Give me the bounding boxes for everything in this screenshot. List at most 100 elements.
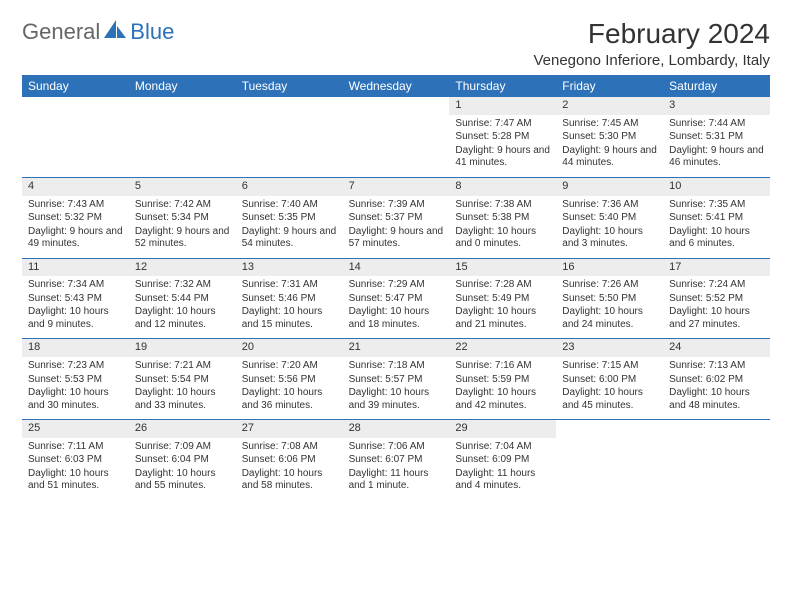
day-info: Sunrise: 7:29 AMSunset: 5:47 PMDaylight:… xyxy=(343,276,450,338)
daylight-text: Daylight: 10 hours and 30 minutes. xyxy=(28,387,123,412)
calendar-week: 11Sunrise: 7:34 AMSunset: 5:43 PMDayligh… xyxy=(22,259,770,340)
calendar-day-cell: 15Sunrise: 7:28 AMSunset: 5:49 PMDayligh… xyxy=(449,259,556,339)
sunrise-text: Sunrise: 7:31 AM xyxy=(242,279,337,292)
calendar-day-cell: 1 Sunrise: 7:47 AMSunset: 5:28 PMDaylight… xyxy=(449,97,556,177)
day-number: 22 xyxy=(449,339,556,357)
day-number xyxy=(236,97,343,115)
calendar-day-cell: 16Sunrise: 7:26 AMSunset: 5:50 PMDayligh… xyxy=(556,259,663,339)
calendar-day-cell: 14Sunrise: 7:29 AMSunset: 5:47 PMDayligh… xyxy=(343,259,450,339)
sunset-text: Sunset: 6:00 PM xyxy=(562,374,657,387)
day-number: 1 xyxy=(449,97,556,115)
day-number: 11 xyxy=(22,259,129,277)
calendar-week: 18Sunrise: 7:23 AMSunset: 5:53 PMDayligh… xyxy=(22,339,770,420)
sunset-text: Sunset: 5:49 PM xyxy=(455,293,550,306)
sunset-text: Sunset: 5:40 PM xyxy=(562,212,657,225)
calendar-week: 1Sunrise: 7:47 AMSunset: 5:28 PMDaylight… xyxy=(22,97,770,178)
daylight-text: Daylight: 9 hours and 52 minutes. xyxy=(135,226,230,251)
weekday-header: Friday xyxy=(556,75,663,97)
weekday-header-row: SundayMondayTuesdayWednesdayThursdayFrid… xyxy=(22,75,770,97)
sunrise-text: Sunrise: 7:09 AM xyxy=(135,441,230,454)
sunset-text: Sunset: 6:02 PM xyxy=(669,374,764,387)
day-info: Sunrise: 7:42 AMSunset: 5:34 PMDaylight:… xyxy=(129,196,236,258)
sunset-text: Sunset: 5:30 PM xyxy=(562,131,657,144)
sunrise-text: Sunrise: 7:06 AM xyxy=(349,441,444,454)
calendar-day-cell: 12Sunrise: 7:32 AMSunset: 5:44 PMDayligh… xyxy=(129,259,236,339)
sunrise-text: Sunrise: 7:08 AM xyxy=(242,441,337,454)
day-info: Sunrise: 7:26 AMSunset: 5:50 PMDaylight:… xyxy=(556,276,663,338)
sunrise-text: Sunrise: 7:16 AM xyxy=(455,360,550,373)
brand-logo: General Blue xyxy=(22,18,174,46)
calendar-week: 4Sunrise: 7:43 AMSunset: 5:32 PMDaylight… xyxy=(22,178,770,259)
daylight-text: Daylight: 10 hours and 9 minutes. xyxy=(28,306,123,331)
day-info: Sunrise: 7:32 AMSunset: 5:44 PMDaylight:… xyxy=(129,276,236,338)
sunset-text: Sunset: 6:03 PM xyxy=(28,454,123,467)
day-number xyxy=(663,420,770,438)
day-number: 27 xyxy=(236,420,343,438)
sunset-text: Sunset: 6:06 PM xyxy=(242,454,337,467)
daylight-text: Daylight: 11 hours and 1 minute. xyxy=(349,468,444,493)
day-info: Sunrise: 7:31 AMSunset: 5:46 PMDaylight:… xyxy=(236,276,343,338)
calendar-day-cell: 2Sunrise: 7:45 AMSunset: 5:30 PMDaylight… xyxy=(556,97,663,177)
sunset-text: Sunset: 5:41 PM xyxy=(669,212,764,225)
sunset-text: Sunset: 5:44 PM xyxy=(135,293,230,306)
calendar-day-cell: 7Sunrise: 7:39 AMSunset: 5:37 PMDaylight… xyxy=(343,178,450,258)
calendar-day-cell xyxy=(22,97,129,177)
sunset-text: Sunset: 6:07 PM xyxy=(349,454,444,467)
weekday-header: Wednesday xyxy=(343,75,450,97)
day-number: 23 xyxy=(556,339,663,357)
sunset-text: Sunset: 5:57 PM xyxy=(349,374,444,387)
daylight-text: Daylight: 9 hours and 57 minutes. xyxy=(349,226,444,251)
sunrise-text: Sunrise: 7:18 AM xyxy=(349,360,444,373)
title-block: February 2024 Venegono Inferiore, Lombar… xyxy=(533,18,770,69)
sunset-text: Sunset: 5:28 PM xyxy=(455,131,550,144)
sunset-text: Sunset: 5:35 PM xyxy=(242,212,337,225)
day-number: 29 xyxy=(449,420,556,438)
calendar-day-cell xyxy=(556,420,663,500)
daylight-text: Daylight: 9 hours and 54 minutes. xyxy=(242,226,337,251)
day-number: 3 xyxy=(663,97,770,115)
calendar-day-cell: 9Sunrise: 7:36 AMSunset: 5:40 PMDaylight… xyxy=(556,178,663,258)
sunrise-text: Sunrise: 7:11 AM xyxy=(28,441,123,454)
weekday-header: Monday xyxy=(129,75,236,97)
calendar-day-cell: 25Sunrise: 7:11 AMSunset: 6:03 PMDayligh… xyxy=(22,420,129,500)
day-number: 26 xyxy=(129,420,236,438)
sunset-text: Sunset: 5:46 PM xyxy=(242,293,337,306)
day-info: Sunrise: 7:39 AMSunset: 5:37 PMDaylight:… xyxy=(343,196,450,258)
daylight-text: Daylight: 9 hours and 44 minutes. xyxy=(562,145,657,170)
day-number: 14 xyxy=(343,259,450,277)
calendar-day-cell: 22Sunrise: 7:16 AMSunset: 5:59 PMDayligh… xyxy=(449,339,556,419)
brand-part1: General xyxy=(22,19,100,45)
daylight-text: Daylight: 10 hours and 45 minutes. xyxy=(562,387,657,412)
day-number xyxy=(343,97,450,115)
sail-icon xyxy=(102,18,128,46)
sunrise-text: Sunrise: 7:45 AM xyxy=(562,118,657,131)
daylight-text: Daylight: 10 hours and 33 minutes. xyxy=(135,387,230,412)
calendar-day-cell: 23Sunrise: 7:15 AMSunset: 6:00 PMDayligh… xyxy=(556,339,663,419)
day-info: Sunrise: 7:34 AMSunset: 5:43 PMDaylight:… xyxy=(22,276,129,338)
calendar-day-cell: 19Sunrise: 7:21 AMSunset: 5:54 PMDayligh… xyxy=(129,339,236,419)
month-title: February 2024 xyxy=(533,18,770,50)
daylight-text: Daylight: 10 hours and 55 minutes. xyxy=(135,468,230,493)
sunrise-text: Sunrise: 7:29 AM xyxy=(349,279,444,292)
sunrise-text: Sunrise: 7:47 AM xyxy=(455,118,550,131)
day-number: 5 xyxy=(129,178,236,196)
sunset-text: Sunset: 5:31 PM xyxy=(669,131,764,144)
daylight-text: Daylight: 10 hours and 42 minutes. xyxy=(455,387,550,412)
day-info: Sunrise: 7:35 AMSunset: 5:41 PMDaylight:… xyxy=(663,196,770,258)
day-number: 13 xyxy=(236,259,343,277)
daylight-text: Daylight: 11 hours and 4 minutes. xyxy=(455,468,550,493)
calendar-day-cell: 8Sunrise: 7:38 AMSunset: 5:38 PMDaylight… xyxy=(449,178,556,258)
calendar-day-cell: 10Sunrise: 7:35 AMSunset: 5:41 PMDayligh… xyxy=(663,178,770,258)
sunset-text: Sunset: 5:54 PM xyxy=(135,374,230,387)
day-info: Sunrise: 7:16 AMSunset: 5:59 PMDaylight:… xyxy=(449,357,556,419)
day-number: 8 xyxy=(449,178,556,196)
calendar-day-cell: 3Sunrise: 7:44 AMSunset: 5:31 PMDaylight… xyxy=(663,97,770,177)
sunset-text: Sunset: 5:38 PM xyxy=(455,212,550,225)
day-number xyxy=(556,420,663,438)
daylight-text: Daylight: 10 hours and 0 minutes. xyxy=(455,226,550,251)
day-number: 6 xyxy=(236,178,343,196)
sunset-text: Sunset: 5:32 PM xyxy=(28,212,123,225)
calendar-day-cell: 24Sunrise: 7:13 AMSunset: 6:02 PMDayligh… xyxy=(663,339,770,419)
daylight-text: Daylight: 9 hours and 41 minutes. xyxy=(455,145,550,170)
day-number: 16 xyxy=(556,259,663,277)
